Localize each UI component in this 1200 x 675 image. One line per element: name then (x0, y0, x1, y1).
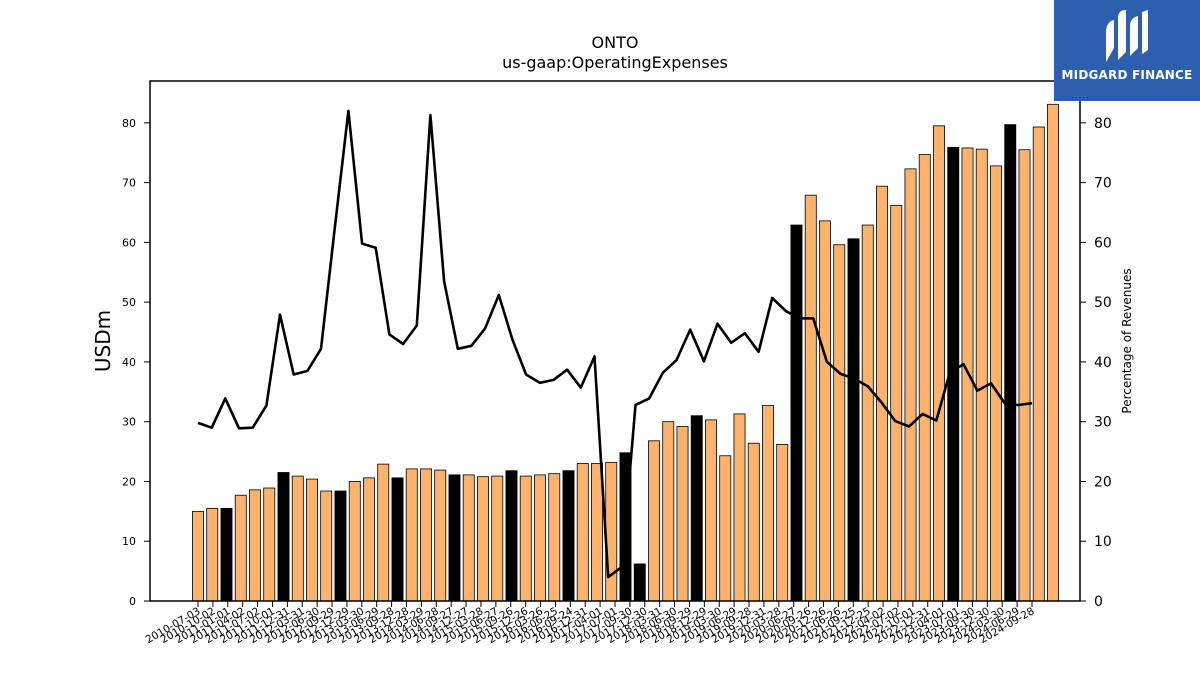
bar (933, 125, 945, 602)
y-axis: 0 10 20 30 40 50 60 70 80 (122, 117, 150, 608)
bar (334, 490, 347, 602)
bar (320, 490, 333, 602)
bar (377, 463, 390, 602)
bar (776, 444, 789, 602)
bar (705, 419, 717, 602)
bar (534, 474, 546, 602)
bar (206, 507, 219, 602)
y2-axis-label: Percentage of Revenues (1120, 268, 1134, 413)
y2-tick-label: 0 (1094, 594, 1103, 610)
bar (220, 507, 233, 602)
bar (462, 474, 475, 602)
y-axis-label: USDm (91, 310, 115, 372)
line-group (197, 109, 1033, 579)
logo-text: MIDGARD FINANCE (1061, 68, 1193, 82)
bar (420, 468, 432, 602)
bar (477, 476, 489, 602)
y2-tick-label: 40 (1094, 355, 1112, 371)
bar (391, 477, 404, 602)
bar (548, 473, 561, 602)
y-tick-label: 10 (122, 535, 136, 548)
bar (562, 470, 575, 602)
bar (448, 474, 461, 602)
x-axis: 2010-07-032010-10-022011-01-012011-04-02… (144, 601, 1037, 646)
y-tick-label: 20 (122, 475, 136, 488)
bar (719, 455, 732, 602)
y2-axis: 0 10 20 30 40 50 60 70 80 (1080, 116, 1112, 610)
bar (434, 469, 447, 602)
y2-tick-label: 70 (1094, 176, 1112, 192)
bar (918, 154, 931, 602)
logo-mark-icon (1106, 10, 1148, 62)
bar (819, 220, 831, 602)
bar (306, 478, 318, 602)
bar (363, 477, 375, 602)
bar (790, 224, 803, 602)
y-tick-label: 50 (122, 296, 136, 309)
y2-tick-label: 50 (1094, 295, 1112, 311)
bar (605, 461, 618, 602)
y2-tick-label: 20 (1094, 474, 1112, 490)
bar (861, 224, 874, 602)
bar (348, 481, 361, 602)
bar (847, 238, 860, 602)
bar (576, 463, 589, 602)
bar (904, 168, 917, 602)
bar (762, 405, 774, 602)
bar (291, 475, 304, 602)
bar (263, 487, 276, 602)
y-tick-label: 70 (122, 177, 136, 190)
bar (676, 426, 689, 602)
brand-logo: MIDGARD FINANCE (1054, 0, 1200, 101)
bar (690, 415, 703, 602)
bar (519, 475, 532, 602)
bar (747, 442, 760, 602)
bar (591, 463, 603, 602)
bar-group (192, 103, 1059, 602)
bar (1032, 126, 1045, 602)
bar (876, 185, 888, 602)
bar (234, 494, 247, 602)
bar (804, 194, 817, 602)
bar (1018, 149, 1031, 602)
bar (1047, 103, 1059, 602)
bar (249, 489, 261, 602)
y2-tick-label: 60 (1094, 235, 1112, 251)
bar (648, 440, 660, 602)
bar (1004, 124, 1017, 602)
y-tick-label: 30 (122, 416, 136, 429)
bar (277, 472, 290, 602)
y-tick-label: 80 (122, 117, 136, 130)
bar (975, 148, 988, 602)
y-tick-label: 60 (122, 236, 136, 249)
chart-subtitle: us-gaap:OperatingExpenses (502, 53, 728, 72)
bar (405, 468, 418, 602)
bar (833, 244, 846, 602)
bar (192, 510, 204, 602)
bar (890, 204, 903, 602)
bar (733, 413, 746, 602)
bar (633, 563, 646, 602)
y2-tick-label: 30 (1094, 415, 1112, 431)
line-series (197, 109, 1033, 579)
bar (491, 475, 504, 602)
bar (505, 470, 518, 602)
y-tick-label: 40 (122, 356, 136, 369)
y2-tick-label: 10 (1094, 534, 1112, 550)
bar (662, 421, 675, 602)
y-tick-label: 0 (129, 595, 136, 608)
chart-title: ONTO (592, 33, 639, 52)
y2-tick-label: 80 (1094, 116, 1112, 132)
